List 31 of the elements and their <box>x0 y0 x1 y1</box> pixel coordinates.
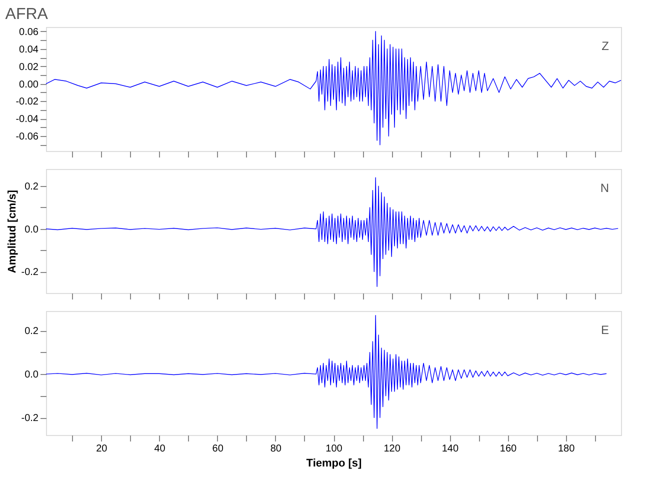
annotation: Z <box>602 39 609 53</box>
line-series <box>46 31 622 146</box>
line-series <box>46 315 607 429</box>
chart-title: AFRA <box>5 6 48 23</box>
y-tick-label: 0.0 <box>24 370 39 381</box>
x-tick-label: 140 <box>442 444 459 454</box>
y-axis-title: Amplitud [cm/s] <box>6 190 18 274</box>
x-tick-label: 20 <box>96 444 108 454</box>
y-tick-label: 0.02 <box>19 62 39 73</box>
line-series <box>46 177 618 287</box>
y-tick-label: 0.0 <box>24 224 39 236</box>
y-tick-label: -0.06 <box>16 132 39 143</box>
x-tick-label: 160 <box>500 444 518 454</box>
y-tick-label: -0.2 <box>21 267 39 278</box>
x-tick-label: 60 <box>212 444 224 454</box>
x-tick-label: 180 <box>558 444 576 454</box>
x-tick-label: 80 <box>270 444 282 454</box>
y-tick-label: -0.04 <box>16 114 39 126</box>
x-tick-label: 40 <box>154 444 166 454</box>
annotation: N <box>600 181 609 195</box>
y-tick-label: 0.2 <box>24 326 39 338</box>
y-tick-label: 0.04 <box>19 44 39 56</box>
y-tick-label: 0.2 <box>24 182 39 193</box>
y-tick-label: 0.06 <box>19 26 39 38</box>
x-tick-label: 100 <box>326 444 343 454</box>
y-tick-label: -0.02 <box>16 96 39 108</box>
y-tick-label: -0.2 <box>21 413 39 424</box>
y-tick-label: 0.00 <box>19 79 39 90</box>
annotation: E <box>600 323 609 337</box>
x-tick-label: 120 <box>384 444 401 454</box>
x-axis-title: Tiempo [s] <box>306 458 362 470</box>
